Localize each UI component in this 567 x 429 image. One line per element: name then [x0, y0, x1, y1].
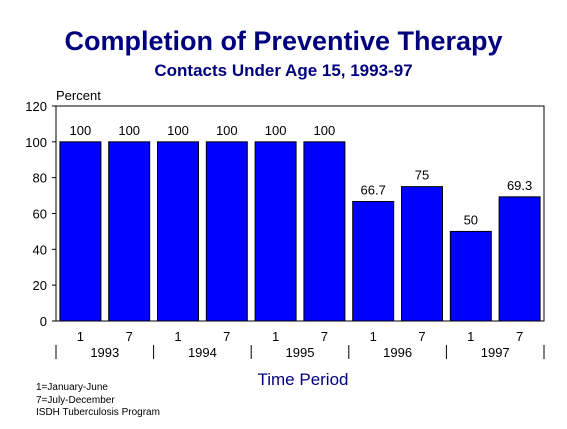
footnote-source: ISDH Tuberculosis Program — [36, 407, 160, 418]
bar — [157, 141, 199, 322]
bar — [449, 230, 492, 322]
bar — [303, 141, 346, 322]
x-tick-label: 7 — [516, 329, 523, 344]
x-group-label: 1995 — [286, 345, 315, 360]
x-group-label: 1996 — [383, 345, 412, 360]
chart-subtitle: Contacts Under Age 15, 1993-97 — [154, 61, 413, 80]
y-axis-label: Percent — [56, 88, 101, 103]
y-tick-label: 20 — [33, 278, 47, 293]
footnotes: 1=January-June 7=July-December ISDH Tube… — [36, 382, 160, 420]
bar — [254, 141, 297, 322]
x-tick-label: 1 — [370, 329, 377, 344]
y-tick-label: 40 — [33, 242, 47, 257]
data-label: 100 — [70, 123, 92, 138]
x-group-label: 1997 — [481, 345, 510, 360]
data-label: 100 — [314, 123, 336, 138]
data-label: 100 — [167, 123, 189, 138]
x-group-label: 1994 — [188, 345, 217, 360]
bar — [352, 200, 395, 322]
data-label: 100 — [118, 123, 140, 138]
data-label: 66.7 — [361, 182, 386, 197]
y-tick-label: 80 — [33, 171, 47, 186]
x-tick-label: 1 — [272, 329, 279, 344]
bar — [59, 141, 102, 322]
footnote-2: 7=July-December — [36, 394, 115, 406]
x-tick-label: 1 — [467, 329, 474, 344]
x-tick-label: 7 — [223, 329, 230, 344]
y-tick-label: 100 — [25, 135, 47, 150]
chart-title: Completion of Preventive Therapy — [64, 26, 503, 56]
data-label: 100 — [265, 123, 287, 138]
data-label: 50 — [464, 212, 478, 227]
y-tick-label: 120 — [25, 99, 47, 114]
x-tick-label: 7 — [321, 329, 328, 344]
y-tick-label: 60 — [33, 207, 47, 222]
bar — [498, 196, 541, 322]
footnote-1: 1=January-June — [36, 382, 108, 393]
bar — [205, 141, 248, 322]
data-label: 75 — [415, 168, 429, 183]
y-tick-label: 0 — [40, 314, 47, 329]
x-tick-label: 1 — [174, 329, 181, 344]
x-tick-label: 7 — [126, 329, 133, 344]
x-tick-label: 1 — [77, 329, 84, 344]
data-label: 69.3 — [507, 178, 532, 193]
bar — [108, 141, 151, 322]
x-axis-title: Time Period — [257, 370, 349, 389]
x-group-label: 1993 — [90, 345, 119, 360]
bar — [401, 186, 443, 322]
x-tick-label: 7 — [418, 329, 425, 344]
data-label: 100 — [216, 123, 238, 138]
